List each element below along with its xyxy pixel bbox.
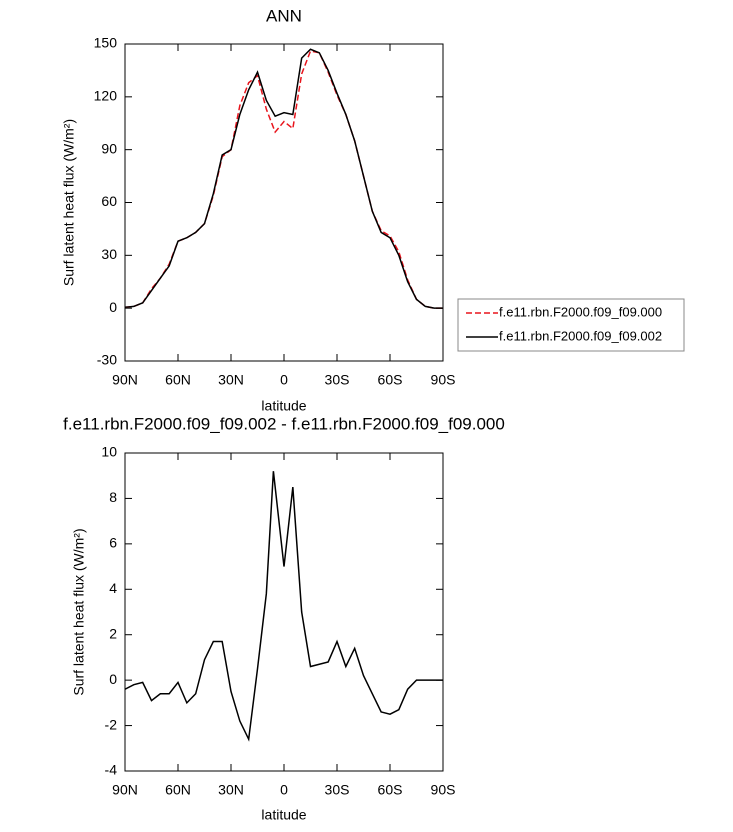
chart-title: ANN [266,6,302,25]
y-tick-label: 2 [109,625,117,641]
y-tick-label: 0 [109,299,117,315]
y-tick-label: 10 [101,444,117,460]
y-tick-label: 150 [94,35,118,51]
chart-title: f.e11.rbn.F2000.f09_f09.002 - f.e11.rbn.… [63,414,505,433]
legend-label: f.e11.rbn.F2000.f09_f09.002 [499,328,662,343]
legend-box [457,298,685,352]
x-tick-label: 30S [325,782,350,798]
y-tick-label: 0 [109,671,117,687]
y-tick-label: 90 [101,140,117,156]
data-line [124,471,443,742]
plot-frame [124,43,444,362]
x-tick-label: 60S [378,782,403,798]
x-axis-label: latitude [261,398,306,414]
x-tick-label: 0 [280,372,288,388]
x-tick-label: 0 [280,782,288,798]
y-tick-label: 8 [109,489,117,505]
y-tick-label: 30 [101,246,117,262]
plot-frame [124,452,444,772]
x-tick-label: 60S [378,372,403,388]
legend-label: f.e11.rbn.F2000.f09_f09.000 [499,304,662,319]
y-tick-label: -2 [105,716,118,732]
x-tick-label: 90N [112,782,138,798]
x-tick-label: 90S [431,782,456,798]
data-line [124,50,443,309]
x-tick-label: 90N [112,372,138,388]
x-tick-label: 30N [218,372,244,388]
x-tick-label: 30S [325,372,350,388]
y-axis-label: Surf latent heat flux (W/m²) [61,119,77,286]
x-tick-label: 60N [165,782,191,798]
x-tick-label: 60N [165,372,191,388]
y-tick-label: 6 [109,535,117,551]
x-axis-label: latitude [261,807,306,823]
y-axis-label: Surf latent heat flux (W/m²) [71,528,87,695]
x-tick-label: 30N [218,782,244,798]
y-tick-label: -4 [105,762,118,778]
data-line [124,48,443,309]
y-tick-label: 120 [94,88,118,104]
y-tick-label: -30 [97,352,117,368]
y-tick-label: 60 [101,193,117,209]
x-tick-label: 90S [431,372,456,388]
y-tick-label: 4 [109,580,117,596]
